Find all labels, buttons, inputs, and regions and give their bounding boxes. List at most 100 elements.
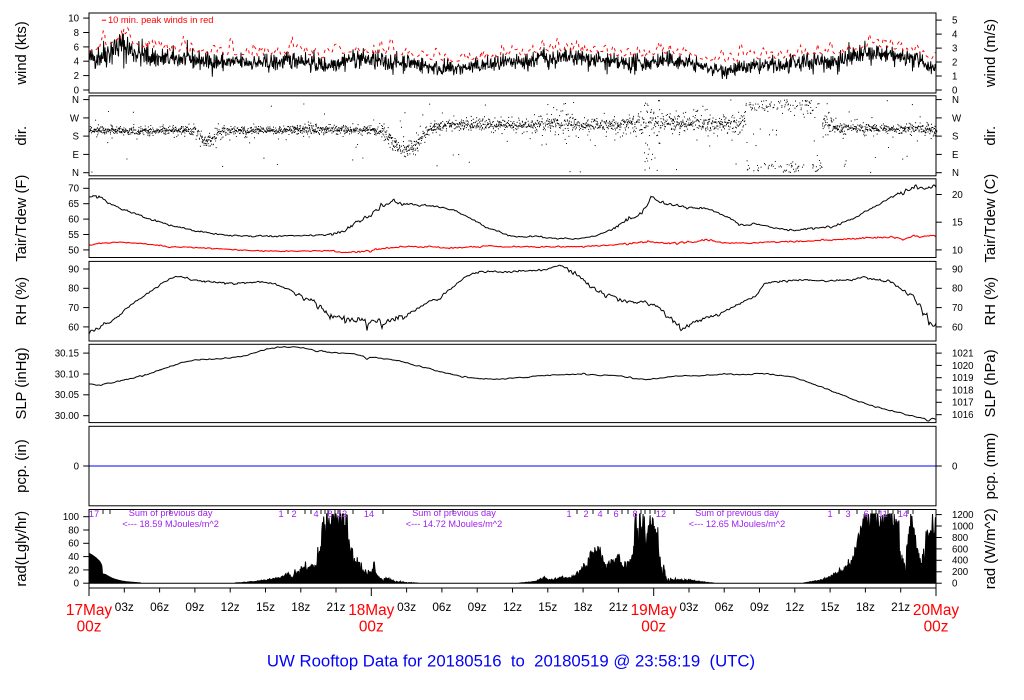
svg-text:11: 11 bbox=[878, 509, 888, 519]
svg-text:60: 60 bbox=[68, 539, 79, 550]
svg-text:rad(Lgly/hr): rad(Lgly/hr) bbox=[14, 511, 30, 587]
svg-text:W: W bbox=[952, 113, 962, 124]
svg-text:Sum of previous day: Sum of previous day bbox=[412, 508, 496, 518]
svg-text:<--- 14.72 MJoules/m^2: <--- 14.72 MJoules/m^2 bbox=[406, 519, 502, 529]
svg-text:2: 2 bbox=[583, 509, 588, 519]
svg-text:Tair/Tdew (F): Tair/Tdew (F) bbox=[14, 175, 30, 262]
svg-text:30.00: 30.00 bbox=[55, 411, 80, 422]
svg-text:50: 50 bbox=[68, 245, 79, 256]
svg-text:10: 10 bbox=[68, 14, 79, 25]
svg-text:21z: 21z bbox=[891, 600, 910, 614]
svg-text:1017: 1017 bbox=[952, 398, 974, 409]
svg-text:12z: 12z bbox=[785, 600, 804, 614]
svg-text:55: 55 bbox=[68, 230, 79, 241]
svg-text:70: 70 bbox=[68, 184, 79, 195]
svg-text:03z: 03z bbox=[679, 600, 698, 614]
svg-text:00z: 00z bbox=[359, 619, 384, 636]
svg-text:03z: 03z bbox=[115, 600, 134, 614]
svg-text:6: 6 bbox=[74, 42, 79, 53]
svg-text:60: 60 bbox=[68, 322, 79, 333]
svg-text:8: 8 bbox=[632, 509, 637, 519]
svg-text:E: E bbox=[73, 150, 80, 161]
svg-text:200: 200 bbox=[952, 567, 969, 578]
svg-text:3: 3 bbox=[952, 44, 957, 55]
svg-text:80: 80 bbox=[68, 284, 79, 295]
svg-text:E: E bbox=[952, 150, 959, 161]
svg-text:3: 3 bbox=[845, 509, 850, 519]
svg-text:90: 90 bbox=[68, 264, 79, 275]
svg-text:1: 1 bbox=[827, 509, 832, 519]
svg-text:18z: 18z bbox=[574, 600, 593, 614]
svg-text:1021: 1021 bbox=[952, 349, 974, 360]
svg-text:Sum of previous day: Sum of previous day bbox=[695, 508, 779, 518]
svg-text:<--- 12.65 MJoules/m^2: <--- 12.65 MJoules/m^2 bbox=[689, 519, 785, 529]
svg-text:12: 12 bbox=[337, 509, 347, 519]
svg-text:800: 800 bbox=[952, 533, 969, 544]
svg-text:0: 0 bbox=[74, 85, 80, 96]
svg-text:5: 5 bbox=[952, 16, 957, 27]
svg-text:90: 90 bbox=[952, 264, 963, 275]
svg-text:wind (kts): wind (kts) bbox=[14, 21, 30, 85]
svg-text:18z: 18z bbox=[291, 600, 310, 614]
svg-text:03z: 03z bbox=[397, 600, 416, 614]
svg-text:2: 2 bbox=[291, 509, 296, 519]
svg-text:18z: 18z bbox=[856, 600, 875, 614]
svg-text:N: N bbox=[952, 168, 959, 179]
svg-text:SLP (hPa): SLP (hPa) bbox=[983, 349, 999, 417]
svg-text:Sum of previous day: Sum of previous day bbox=[129, 508, 213, 518]
svg-text:30.05: 30.05 bbox=[55, 390, 79, 401]
svg-text:0: 0 bbox=[74, 579, 80, 590]
svg-text:4: 4 bbox=[74, 57, 80, 68]
svg-text:09z: 09z bbox=[468, 600, 487, 614]
svg-text:70: 70 bbox=[952, 303, 963, 314]
svg-text:0: 0 bbox=[74, 461, 80, 472]
svg-text:06z: 06z bbox=[432, 600, 451, 614]
svg-text:dir.: dir. bbox=[983, 126, 999, 146]
svg-text:4: 4 bbox=[597, 509, 602, 519]
svg-text:09z: 09z bbox=[185, 600, 204, 614]
svg-text:15z: 15z bbox=[256, 600, 275, 614]
svg-text:15z: 15z bbox=[538, 600, 557, 614]
svg-text:1016: 1016 bbox=[952, 410, 974, 421]
svg-text:400: 400 bbox=[952, 556, 969, 567]
svg-text:S: S bbox=[952, 132, 959, 143]
svg-text:15: 15 bbox=[952, 218, 963, 229]
svg-text:80: 80 bbox=[952, 284, 963, 295]
svg-text:4: 4 bbox=[313, 509, 318, 519]
svg-text:1019: 1019 bbox=[952, 373, 974, 384]
svg-text:00z: 00z bbox=[924, 619, 949, 636]
svg-text:0: 0 bbox=[952, 85, 958, 96]
svg-text:N: N bbox=[72, 95, 79, 106]
svg-text:12z: 12z bbox=[503, 600, 522, 614]
svg-text:rad (W/m^2): rad (W/m^2) bbox=[983, 508, 999, 589]
svg-text:wind (m/s): wind (m/s) bbox=[983, 19, 999, 88]
svg-text:6: 6 bbox=[613, 509, 618, 519]
svg-text:12: 12 bbox=[656, 509, 666, 519]
svg-text:Tair/Tdew (C): Tair/Tdew (C) bbox=[983, 174, 999, 263]
svg-text:pcp. (in): pcp. (in) bbox=[14, 439, 30, 493]
svg-text:60: 60 bbox=[68, 215, 79, 226]
svg-text:N: N bbox=[72, 168, 79, 179]
svg-text:17: 17 bbox=[89, 509, 99, 519]
svg-text:21z: 21z bbox=[326, 600, 345, 614]
svg-text:1: 1 bbox=[952, 71, 957, 82]
svg-text:10 min. peak winds in red: 10 min. peak winds in red bbox=[108, 15, 213, 25]
svg-text:600: 600 bbox=[952, 544, 969, 555]
svg-text:4: 4 bbox=[952, 30, 958, 41]
svg-text:RH (%): RH (%) bbox=[983, 277, 999, 326]
svg-text:19May: 19May bbox=[631, 602, 677, 619]
svg-text:18May: 18May bbox=[348, 602, 394, 619]
svg-text:2: 2 bbox=[74, 71, 79, 82]
svg-text:17May: 17May bbox=[66, 602, 112, 619]
svg-text:00z: 00z bbox=[641, 619, 666, 636]
svg-text:00z: 00z bbox=[77, 619, 102, 636]
svg-text:<--- 18.59 MJoules/m^2: <--- 18.59 MJoules/m^2 bbox=[122, 519, 218, 529]
svg-text:UW Rooftop Data for 20180516: UW Rooftop Data for 20180516 to 20180519… bbox=[267, 652, 755, 671]
svg-text:100: 100 bbox=[63, 512, 80, 523]
svg-text:N: N bbox=[952, 95, 959, 106]
svg-text:0: 0 bbox=[952, 579, 958, 590]
svg-text:20May: 20May bbox=[913, 602, 959, 619]
svg-text:14: 14 bbox=[364, 509, 374, 519]
svg-text:10: 10 bbox=[952, 245, 963, 256]
svg-text:30.10: 30.10 bbox=[55, 369, 80, 380]
